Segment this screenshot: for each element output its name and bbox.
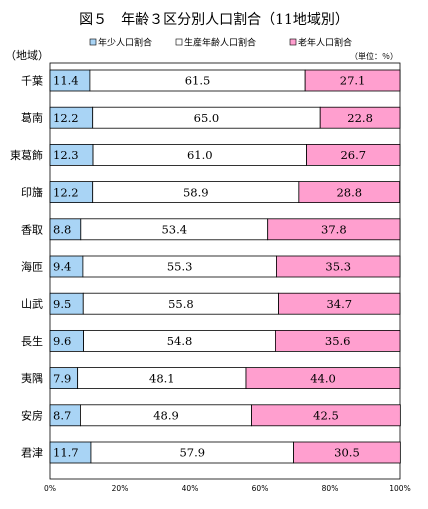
value-label-7-1: 9.5: [53, 297, 71, 311]
bar-segment-7-3: [278, 292, 401, 315]
category-axis-title: （地域）: [5, 49, 49, 62]
legend-label-2: 生産年齢人口割合: [184, 37, 256, 49]
bar-segment-8-3: [274, 329, 401, 352]
chart-title: 図５ 年齢３区分別人口割合（11地域別）: [79, 11, 349, 28]
bar-segment-1-3: [304, 69, 401, 92]
value-label-1-3: 27.1: [340, 74, 366, 88]
legend-swatch-2: [175, 38, 183, 46]
value-label-6-1: 9.4: [53, 260, 71, 274]
value-label-5-3: 37.8: [321, 223, 347, 237]
bar-segment-9-3: [245, 367, 401, 390]
value-label-1-2: 61.5: [185, 74, 211, 88]
region-label-2: 葛南: [21, 112, 43, 125]
legend-swatch-3: [289, 38, 297, 46]
bar-segment-4-3: [298, 181, 401, 204]
x-tick-label-3: 40%: [182, 484, 199, 493]
value-label-11-2: 57.9: [179, 446, 205, 460]
value-label-8-1: 9.6: [53, 334, 71, 348]
value-label-11-3: 30.5: [334, 446, 360, 460]
value-label-10-1: 8.7: [53, 409, 71, 423]
x-tick-label-6: 100%: [389, 484, 410, 493]
bar-segment-10-3: [251, 404, 401, 427]
value-label-9-1: 7.9: [53, 371, 71, 385]
value-label-5-2: 53.4: [161, 223, 187, 237]
value-label-2-1: 12.2: [53, 111, 79, 125]
region-label-9: 夷隅: [21, 372, 43, 385]
value-label-6-3: 35.3: [325, 260, 351, 274]
region-label-8: 長生: [21, 334, 43, 348]
value-label-2-2: 65.0: [194, 111, 220, 125]
x-tick-label-5: 80%: [322, 484, 339, 493]
bar-segment-6-3: [276, 255, 401, 278]
bar-segment-11-3: [293, 441, 401, 464]
region-label-5: 香取: [21, 223, 43, 236]
value-label-7-3: 34.7: [326, 297, 352, 311]
region-label-3: 東葛飾: [10, 149, 43, 162]
value-label-3-3: 26.7: [340, 148, 366, 162]
value-label-1-1: 11.4: [53, 74, 79, 88]
bar-segment-3-3: [306, 143, 401, 166]
value-label-4-1: 12.2: [53, 185, 79, 199]
value-label-4-3: 28.8: [336, 185, 362, 199]
value-label-8-2: 54.8: [167, 334, 193, 348]
value-label-10-2: 48.9: [153, 409, 179, 423]
value-label-2-3: 22.8: [347, 111, 373, 125]
region-label-7: 山武: [21, 298, 43, 311]
x-tick-label-1: 0%: [44, 484, 56, 493]
x-tick-label-2: 20%: [112, 484, 129, 493]
value-label-8-3: 35.6: [325, 334, 351, 348]
legend-label-3: 老年人口割合: [298, 37, 352, 49]
value-label-5-1: 8.8: [53, 223, 71, 237]
region-label-6: 海匝: [21, 260, 43, 274]
x-tick-label-4: 60%: [252, 484, 269, 493]
value-label-7-2: 55.8: [168, 297, 194, 311]
region-label-11: 君津: [21, 447, 43, 460]
bar-segment-5-3: [267, 218, 401, 241]
region-label-10: 安房: [21, 408, 43, 422]
value-label-9-3: 44.0: [310, 371, 336, 385]
chart-legend: 年少人口割合 生産年齢人口割合 老年人口割合: [89, 37, 352, 49]
region-label-4: 印旛: [21, 185, 43, 199]
legend-label-1: 年少人口割合: [98, 37, 152, 49]
value-label-10-3: 42.5: [313, 409, 339, 423]
x-axis-ticks: 0% 20% 40% 60% 80% 100%: [44, 484, 411, 493]
bars-group: 11.4 61.5 27.1 12.2 65.0 22.8 12.3 61.0 26.7 12.2…: [49, 69, 401, 464]
value-label-9-2: 48.1: [149, 371, 175, 385]
value-label-6-2: 55.3: [167, 260, 193, 274]
legend-swatch-1: [89, 38, 97, 46]
value-label-4-2: 58.9: [183, 185, 209, 199]
unit-note: （単位：％）: [350, 51, 398, 61]
bar-segment-2-3: [319, 106, 401, 129]
value-label-3-2: 61.0: [187, 148, 213, 162]
value-label-11-1: 11.7: [53, 446, 79, 460]
value-label-3-1: 12.3: [53, 148, 79, 162]
region-label-1: 千葉: [21, 74, 43, 88]
